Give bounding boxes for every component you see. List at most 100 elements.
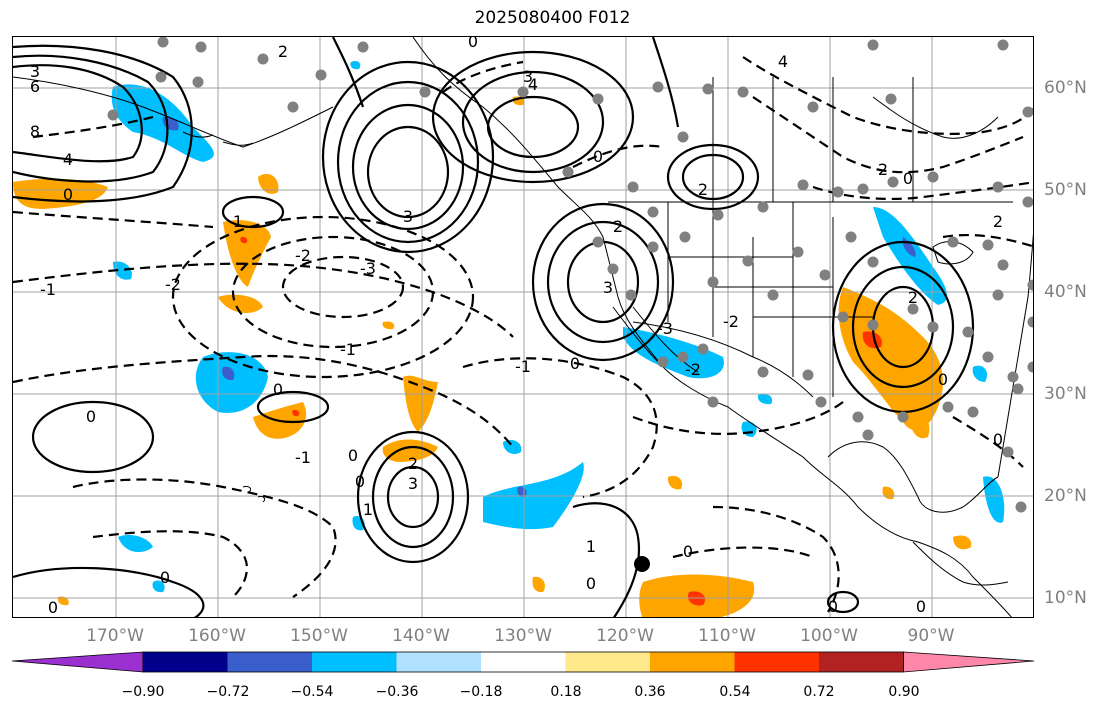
coastline-hawaii xyxy=(242,486,266,503)
station-dot xyxy=(927,321,939,333)
station-dot xyxy=(867,256,879,268)
station-dot xyxy=(357,41,369,53)
station-dot xyxy=(315,69,327,81)
contour-solid xyxy=(666,143,760,211)
contour-solid xyxy=(256,390,330,424)
station-dot xyxy=(897,411,909,423)
station-dot xyxy=(737,86,749,98)
colorbar-tick: −0.72 xyxy=(206,684,250,700)
contour-label: 2 xyxy=(408,454,418,473)
shade-positive xyxy=(908,406,930,439)
shade-negative xyxy=(113,261,132,280)
lon-label: 150°W xyxy=(290,626,348,646)
colorbar-segment xyxy=(819,652,904,672)
coastline-aleutians xyxy=(182,131,254,146)
station-dot xyxy=(802,369,814,381)
contour-solid xyxy=(572,502,641,617)
contour-label: 0 xyxy=(63,185,73,204)
contour-solid xyxy=(681,153,745,201)
contour-dashed xyxy=(812,181,1033,201)
colorbar-segment xyxy=(734,652,820,672)
station-dot xyxy=(962,326,974,338)
contour-label: 8 xyxy=(30,122,40,141)
contour-dashed xyxy=(13,354,514,448)
station-dot xyxy=(767,289,779,301)
contour-label: 6 xyxy=(30,77,40,96)
station-dot xyxy=(707,396,719,408)
station-dot xyxy=(707,276,719,288)
station-dot xyxy=(107,109,119,121)
contour-labels: 3 3 3 3 2 2 2 2 3 6 8 4 0 1 -2 -3 -2 -1 … xyxy=(30,37,1003,617)
station-dot xyxy=(192,76,204,88)
colorbar-segment xyxy=(227,652,313,672)
contour-solid xyxy=(826,590,860,614)
contour-solid xyxy=(851,265,955,389)
station-dot xyxy=(757,201,769,213)
contour-label: 0 xyxy=(993,430,1003,449)
contour-dashed xyxy=(281,255,405,319)
contour-dashed xyxy=(13,210,214,229)
contour-solid xyxy=(13,54,169,183)
contour-dashed xyxy=(572,144,664,168)
station-dot xyxy=(652,81,664,93)
station-dot xyxy=(702,83,714,95)
station-dot xyxy=(287,101,299,113)
contour-label: 3 xyxy=(523,67,533,86)
lat-label: 30°N xyxy=(1044,384,1087,404)
shade-negative xyxy=(983,476,1005,523)
station-dot xyxy=(837,311,849,323)
station-dot xyxy=(1012,383,1024,395)
station-dot xyxy=(607,263,619,275)
contour-label: 0 xyxy=(48,598,58,617)
lon-label: 110°W xyxy=(698,626,756,646)
contour-label: 0 xyxy=(273,380,283,399)
station-dot xyxy=(852,411,864,423)
station-dot xyxy=(1002,446,1014,458)
station-dot xyxy=(562,166,574,178)
contour-solid xyxy=(371,445,455,549)
contour-dashed xyxy=(672,546,814,559)
cyclone-marker xyxy=(634,556,650,572)
contour-dashed xyxy=(72,478,337,598)
colorbar-segment xyxy=(650,652,735,672)
lon-label: 100°W xyxy=(800,626,858,646)
station-dot xyxy=(1022,196,1033,208)
colorbar-extend-high xyxy=(903,651,1035,673)
coastline-east xyxy=(997,233,1033,478)
coastline-north-america xyxy=(412,37,1012,617)
station-dot xyxy=(647,241,659,253)
station-dot xyxy=(592,93,604,105)
station-dot xyxy=(887,176,899,188)
station-dot xyxy=(997,39,1009,51)
colorbar-segment xyxy=(481,652,566,672)
lon-label: 130°W xyxy=(494,626,552,646)
contour-label: 2 xyxy=(878,160,888,179)
contour-dashed xyxy=(632,401,844,435)
contour-label: 0 xyxy=(683,542,693,561)
station-dot xyxy=(419,86,431,98)
contour-label: -1 xyxy=(515,357,531,376)
coastline-central-america xyxy=(912,541,1009,586)
contour-label: -3 xyxy=(657,319,673,338)
contour-label: -1 xyxy=(40,280,56,299)
contour-label: 1 xyxy=(586,537,596,556)
station-dot xyxy=(657,356,669,368)
shade-negative xyxy=(741,421,757,437)
coastline-great-lakes xyxy=(932,241,974,265)
shade-strong-positive xyxy=(862,331,882,349)
lat-label: 60°N xyxy=(1044,78,1087,98)
station-dot xyxy=(742,255,754,267)
border-states xyxy=(667,202,873,397)
contour-dashed xyxy=(92,530,248,598)
station-dot xyxy=(857,183,869,195)
contour-label: -2 xyxy=(685,360,701,379)
colorbar-segment xyxy=(143,652,228,672)
contour-label: 0 xyxy=(348,446,358,465)
colorbar-tick: 0.72 xyxy=(803,684,835,700)
station-dot xyxy=(867,319,879,331)
border-us-mexico xyxy=(632,321,814,398)
station-dot xyxy=(155,71,167,83)
contour-solid xyxy=(546,220,660,344)
station-dot xyxy=(625,289,637,301)
colorbar-tick: −0.18 xyxy=(459,684,503,700)
